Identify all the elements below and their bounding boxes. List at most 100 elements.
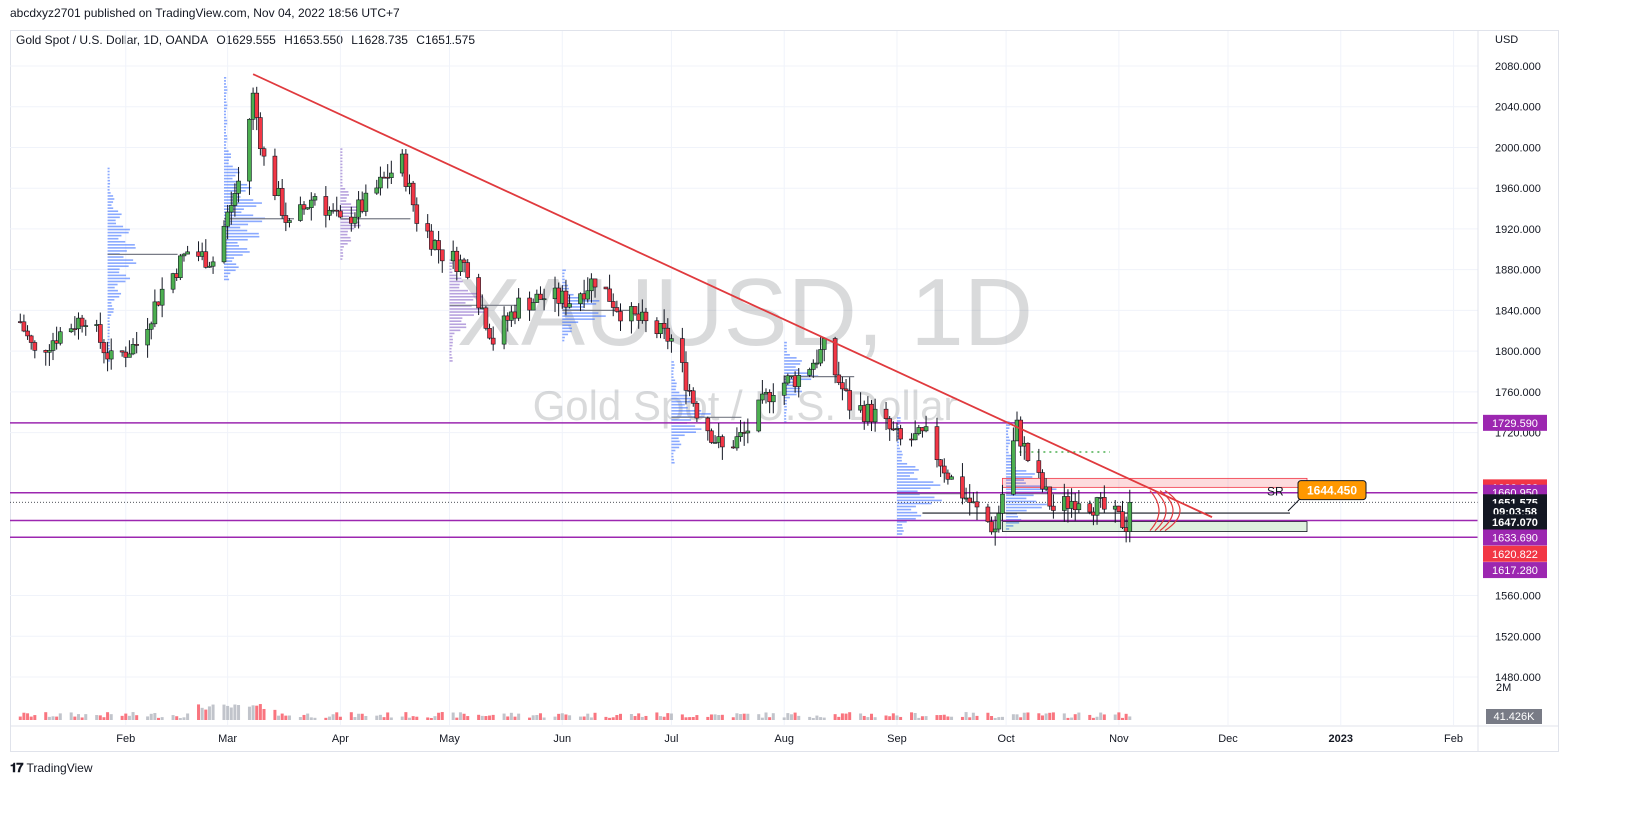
candle-body: [974, 501, 980, 508]
candle-body: [694, 402, 700, 419]
profile-bar: [340, 148, 343, 150]
profile-bar: [671, 388, 676, 391]
candle-body: [992, 528, 998, 533]
profile-bar: [449, 344, 453, 347]
volume-bar: [124, 713, 128, 720]
profile-bar: [1006, 506, 1042, 509]
profile-bar: [671, 376, 674, 379]
profile-bar: [449, 338, 453, 341]
volume-bar: [560, 713, 564, 720]
profile-bar: [340, 181, 343, 184]
y-tick-label: 2040.000: [1495, 102, 1541, 114]
volume-bar: [669, 713, 673, 720]
profile-bar: [449, 265, 452, 268]
profile-bar: [340, 255, 344, 257]
candle-body: [185, 251, 190, 255]
profile-bar: [223, 226, 241, 229]
candle-body: [810, 362, 816, 370]
profile-bar: [449, 274, 457, 277]
candle-body: [883, 408, 889, 419]
footer-brand[interactable]: TradingView: [26, 761, 93, 775]
candle-body: [603, 286, 609, 290]
volume-bar: [760, 717, 764, 720]
profile-bar: [107, 259, 134, 261]
profile-bar: [562, 318, 595, 320]
volume-bar: [986, 712, 990, 720]
profile-bar: [1006, 445, 1009, 448]
profile-bar: [896, 517, 916, 520]
profile-bar: [223, 92, 227, 94]
axis-currency: USD: [1495, 34, 1518, 46]
volume-bar: [404, 712, 408, 720]
profile-bar: [107, 185, 110, 188]
profile-bar: [671, 431, 696, 433]
profile-bar: [107, 280, 126, 283]
profile-bar: [223, 263, 237, 265]
volume-bar: [542, 717, 546, 720]
profile-bar: [223, 248, 248, 250]
profile-bar: [784, 399, 787, 402]
profile-bar: [896, 444, 899, 447]
profile-bar: [107, 335, 110, 338]
profile-bar: [107, 189, 110, 191]
candle-body: [1047, 486, 1053, 507]
candle-body: [912, 433, 918, 441]
profile-bar: [671, 400, 691, 403]
x-tick-label: Mar: [218, 733, 237, 745]
volume-tag: [1486, 709, 1542, 724]
ohlc-low: L1628.735: [351, 33, 408, 47]
projection-arc: [1164, 490, 1181, 532]
candle-body: [101, 342, 107, 354]
profile-bar: [671, 364, 675, 366]
profile-bar: [562, 336, 565, 339]
volume-bar: [429, 717, 433, 720]
profile-bar: [671, 367, 675, 369]
profile-bar: [340, 188, 346, 190]
profile-bar: [449, 286, 460, 289]
volume-bar: [197, 704, 201, 720]
candle-body: [414, 204, 420, 224]
profile-bar: [340, 154, 343, 157]
volume-bar: [313, 717, 317, 720]
volume-bar: [815, 715, 819, 720]
profile-bar: [340, 252, 344, 254]
volume-bar: [666, 713, 670, 720]
candle-body: [1127, 501, 1133, 532]
symbol-name[interactable]: Gold Spot / U.S. Dollar, 1D, OANDA: [16, 33, 209, 47]
grid: [10, 31, 1478, 725]
candle-body: [83, 325, 89, 327]
profile-bar: [107, 305, 113, 307]
volume-bar: [153, 713, 157, 720]
volume-bar: [44, 712, 48, 720]
volume-bar: [971, 712, 975, 720]
profile-bar: [896, 475, 910, 477]
profile-bar: [107, 234, 122, 237]
volume-bar: [237, 705, 241, 720]
profile-bar: [223, 223, 249, 226]
volume-bar: [400, 716, 404, 720]
candle-body: [843, 388, 849, 391]
volume-bar: [797, 715, 801, 720]
volume-bar: [509, 712, 513, 720]
profile-bar: [107, 198, 115, 200]
volume-bar: [848, 712, 852, 720]
volume-bar: [997, 717, 1001, 720]
profile-bar: [449, 360, 453, 362]
volume-bar: [1117, 712, 1121, 720]
profile-bar: [340, 209, 360, 212]
candles: [17, 86, 1133, 546]
drawings: SR 1644.450: [252, 73, 1367, 532]
profile-bar: [223, 95, 226, 97]
profile-bar: [671, 461, 675, 464]
profile-bar: [107, 213, 122, 216]
volume-bar: [175, 716, 179, 720]
projection-arc: [1149, 490, 1160, 532]
volume-bar: [186, 713, 190, 720]
candle-body: [305, 207, 310, 210]
tv-logo-icon: 𝟏𝟕: [10, 760, 24, 775]
profile-bar: [449, 292, 481, 295]
x-tick-label: Dec: [1218, 733, 1238, 745]
volume-bar: [768, 717, 772, 720]
profile-bar: [671, 397, 694, 400]
